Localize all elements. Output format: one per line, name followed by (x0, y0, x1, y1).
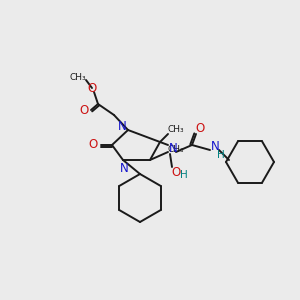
Text: CH₃: CH₃ (70, 74, 86, 82)
Text: CH₃: CH₃ (168, 146, 184, 154)
Text: O: O (88, 139, 98, 152)
Text: O: O (171, 166, 181, 178)
Text: H: H (217, 150, 225, 160)
Text: CH₃: CH₃ (168, 125, 184, 134)
Text: O: O (87, 82, 97, 94)
Text: N: N (211, 140, 219, 154)
Text: N: N (118, 121, 126, 134)
Text: H: H (180, 170, 188, 180)
Text: O: O (195, 122, 205, 134)
Text: N: N (169, 142, 177, 154)
Text: N: N (120, 161, 128, 175)
Text: O: O (80, 104, 88, 118)
